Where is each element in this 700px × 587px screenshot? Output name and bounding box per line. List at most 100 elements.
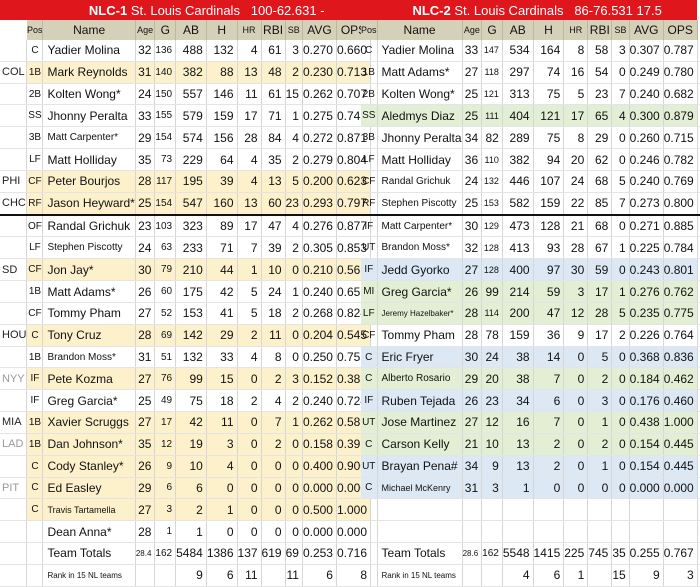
player-stolen-bases: 1: [285, 104, 303, 128]
header-age: Age: [135, 20, 156, 40]
player-home-runs: 0: [563, 455, 589, 478]
player-games: 20: [481, 367, 503, 391]
player-home-runs: 2: [237, 324, 262, 347]
player-age: 28: [462, 324, 483, 347]
header-pos: Pos: [361, 20, 378, 40]
acquired-from-team: LAD: [0, 433, 28, 456]
player-name: Aledmys Diaz: [377, 104, 463, 128]
player-home-runs: 2: [237, 389, 262, 413]
header-age: Age: [462, 20, 483, 40]
player-at-bats: [502, 520, 534, 544]
player-rbi: 24: [261, 280, 286, 303]
player-avg: [629, 520, 664, 544]
player-games: 52: [154, 302, 177, 325]
acquired-from-team: [697, 324, 700, 347]
player-row: C Cody Stanley* 26 9 10 4 0 0 0 0.400 0.900: [0, 455, 372, 478]
player-games: 154: [154, 192, 177, 216]
acquired-from-team: PIT: [0, 477, 28, 500]
acquired-from-team: [0, 126, 28, 150]
player-name: Pete Kozma: [42, 367, 136, 391]
player-age: 26: [462, 280, 483, 303]
player-age: 23: [135, 213, 156, 238]
acquired-from-team: [0, 389, 28, 413]
player-age: 32: [462, 236, 483, 260]
player-position: CF: [361, 324, 378, 347]
player-home-runs: 4: [237, 170, 262, 193]
player-at-bats: 557: [175, 83, 207, 106]
player-stolen-bases: 0: [611, 433, 630, 456]
player-row: 1B Brandon Moss* 31 51 132 33 4 8 0 0.250 0.753: [0, 346, 372, 369]
totals-g: 162: [481, 542, 503, 565]
rank-ops: 3: [663, 564, 698, 587]
player-hits: 107: [533, 170, 565, 193]
player-stolen-bases: 0: [611, 61, 630, 84]
player-row: LF Stephen Piscotty 24 63 233 71 7 39 2 0.305 0.85…: [0, 236, 372, 260]
player-hits: 39: [206, 170, 238, 193]
player-at-bats: 10: [175, 455, 207, 478]
acquired-from-team: [697, 83, 700, 106]
player-position: 1B: [26, 280, 44, 303]
player-games: 155: [154, 104, 177, 128]
player-position: [361, 498, 378, 522]
player-row: HOU C Tony Cruz 28 69 142 29 2 11 0 0.204 0.545: [0, 324, 372, 347]
player-row: [361, 520, 700, 544]
player-at-bats: 38: [502, 367, 534, 391]
player-position: CF: [26, 170, 44, 193]
player-home-runs: 5: [563, 83, 589, 106]
player-home-runs: 0: [237, 520, 262, 544]
player-age: 36: [462, 148, 483, 171]
player-hits: 0: [206, 477, 238, 500]
rank-label: Rank in 15 NL teams: [42, 564, 136, 587]
totals-age: 28.6: [462, 542, 483, 565]
player-hits: 71: [206, 236, 238, 260]
player-ops: 0.764: [663, 324, 698, 347]
player-stolen-bases: 0: [611, 148, 630, 171]
team-totals-row: Team Totals 28.6 162 5548 1415 225 745 35 0.255 0…: [361, 542, 700, 565]
player-ops: 0.462: [663, 367, 698, 391]
player-row: CF Tommy Pham 27 52 153 41 5 18 2 0.268 0.824: [0, 302, 372, 325]
player-home-runs: 20: [563, 148, 589, 171]
player-games: 60: [154, 280, 177, 303]
rank-h: 6: [533, 564, 565, 587]
player-home-runs: 0: [563, 411, 589, 434]
player-hits: 7: [533, 411, 565, 434]
player-name: Brayan Pena#: [377, 455, 463, 478]
player-at-bats: 159: [502, 324, 534, 347]
player-rbi: 28: [587, 302, 613, 325]
player-position: IF: [26, 367, 44, 391]
player-at-bats: 229: [175, 148, 207, 171]
rank-h: 6: [206, 564, 238, 587]
player-at-bats: 34: [502, 389, 534, 413]
player-position: OF: [26, 213, 44, 238]
player-age: 29: [462, 367, 483, 391]
player-row: LAD 1B Dan Johnson* 35 12 19 3 0 2 0 0.158 0.396: [0, 433, 372, 456]
acquired-from-team: [697, 104, 700, 128]
player-games: 129: [481, 213, 503, 238]
player-stolen-bases: 0: [285, 520, 303, 544]
player-ops: 0.800: [663, 192, 698, 216]
player-hits: 164: [533, 40, 565, 62]
player-at-bats: 75: [175, 389, 207, 413]
rank-avg: 9: [629, 564, 664, 587]
player-games: 78: [481, 324, 503, 347]
player-hits: 160: [206, 192, 238, 216]
player-name: Jose Martinez: [377, 411, 463, 434]
rank-sb: 11: [285, 564, 303, 587]
rank-ab: 4: [502, 564, 534, 587]
player-avg: 0.262: [302, 411, 337, 434]
player-rbi: 1: [587, 411, 613, 434]
player-age: 28: [135, 324, 156, 347]
acquired-from-team: HOU: [0, 324, 28, 347]
player-avg: 0.200: [302, 170, 337, 193]
player-age: 27: [135, 302, 156, 325]
player-home-runs: 7: [237, 236, 262, 260]
player-avg: 0.273: [629, 192, 664, 216]
player-stolen-bases: 4: [285, 213, 303, 238]
player-position: IF: [361, 213, 378, 238]
player-name: Greg Garcia*: [377, 280, 463, 303]
right-banner: NLC-2 St. Louis Cardinals 86-76.531 17.5: [361, 0, 700, 20]
player-at-bats: 574: [175, 126, 207, 150]
player-rbi: 68: [587, 213, 613, 238]
